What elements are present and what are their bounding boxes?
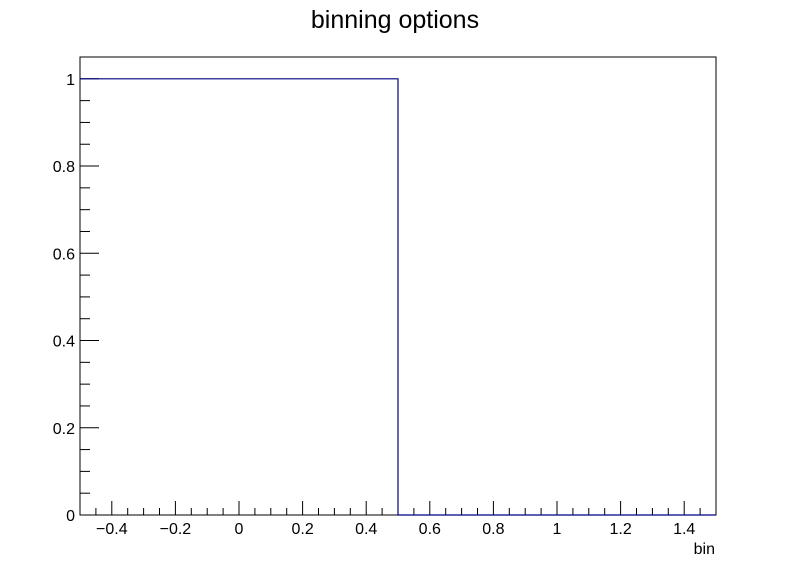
x-tick-label: 0.4 xyxy=(355,521,377,538)
x-tick-label: 0.2 xyxy=(291,521,313,538)
x-tick-label: 1.2 xyxy=(609,521,631,538)
y-tick-label: 0.4 xyxy=(53,334,75,351)
y-tick-label: 1 xyxy=(66,72,75,89)
x-tick-label: 0 xyxy=(235,521,244,538)
x-axis-label: bin xyxy=(694,541,715,558)
y-tick-label: 0.6 xyxy=(53,246,75,263)
x-tick-label: 0.8 xyxy=(482,521,504,538)
y-tick-label: 0.2 xyxy=(53,421,75,438)
y-tick-label: 0 xyxy=(66,508,75,525)
x-tick-label: −0.4 xyxy=(96,521,128,538)
y-tick-label: 0.8 xyxy=(53,159,75,176)
histogram-series-line xyxy=(80,78,716,516)
x-tick-label: −0.2 xyxy=(160,521,192,538)
histogram-bin xyxy=(80,79,398,515)
x-tick-label: 0.6 xyxy=(419,521,441,538)
x-tick-label: 1.4 xyxy=(673,521,695,538)
x-tick-label: 1 xyxy=(553,521,562,538)
chart-title: binning options xyxy=(311,6,479,34)
